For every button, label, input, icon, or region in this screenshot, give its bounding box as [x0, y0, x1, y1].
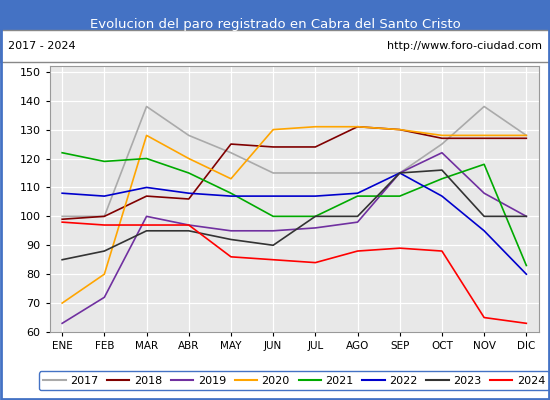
Text: http://www.foro-ciudad.com: http://www.foro-ciudad.com: [387, 41, 542, 51]
Text: Evolucion del paro registrado en Cabra del Santo Cristo: Evolucion del paro registrado en Cabra d…: [90, 18, 460, 31]
Text: 2017 - 2024: 2017 - 2024: [8, 41, 76, 51]
Legend: 2017, 2018, 2019, 2020, 2021, 2022, 2023, 2024: 2017, 2018, 2019, 2020, 2021, 2022, 2023…: [39, 371, 549, 390]
